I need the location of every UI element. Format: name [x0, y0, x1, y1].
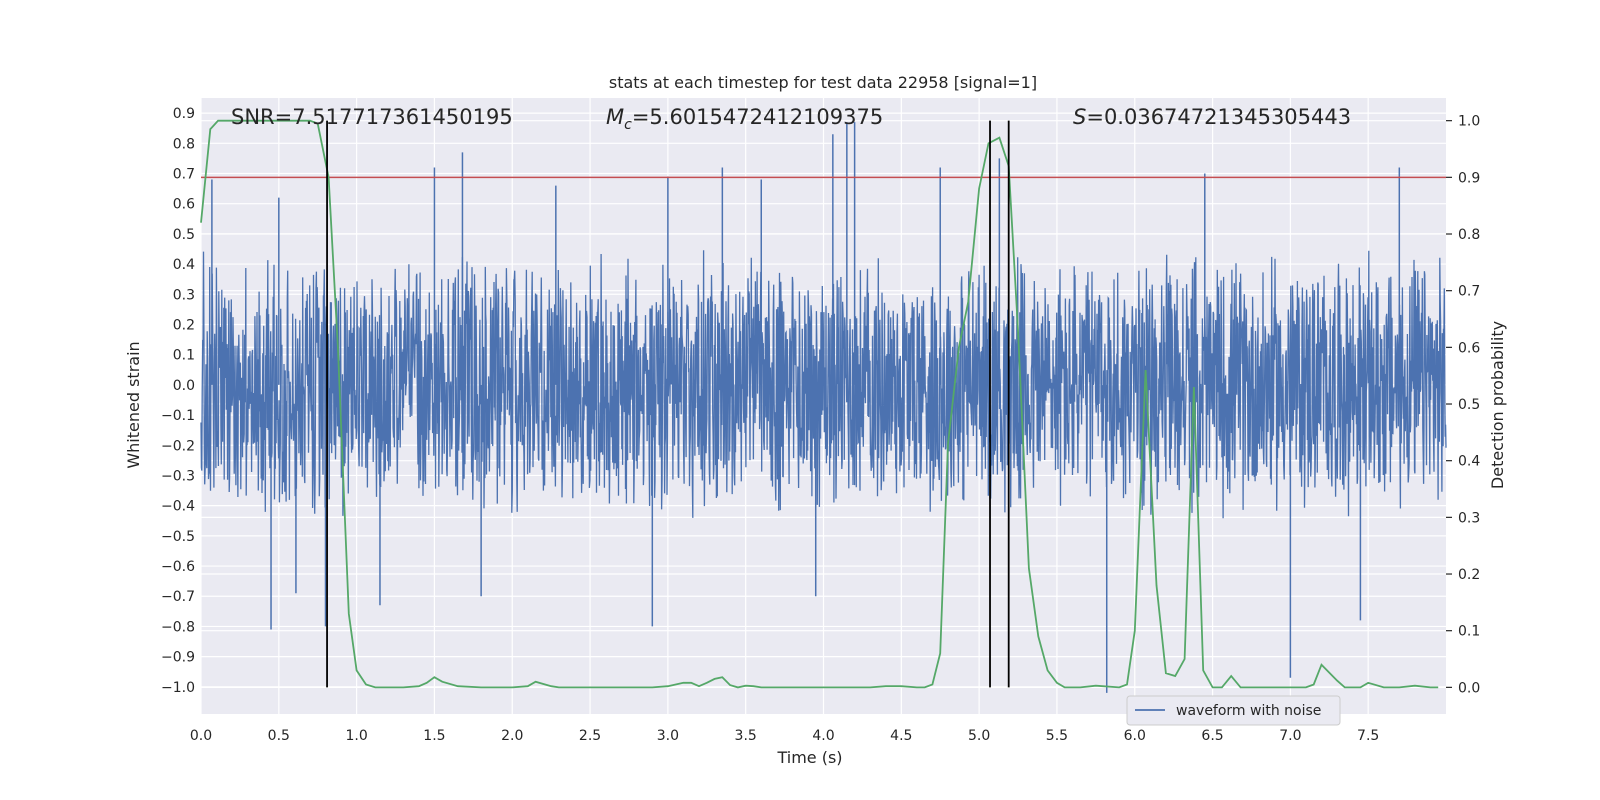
y-axis-label: Whitened strain: [124, 341, 143, 468]
y-tick-label: 0.3: [173, 287, 195, 303]
y2-tick-label: 0.9: [1458, 170, 1480, 186]
y-tick-label: −1.0: [161, 680, 195, 696]
x-tick-label: 2.0: [501, 728, 523, 744]
x-axis-label: Time (s): [776, 748, 842, 767]
y2-tick-label: 0.2: [1458, 567, 1480, 583]
x-tick-labels: 0.0 0.5 1.0 1.5 2.0 2.5 3.0 3.5 4.0 4.5 5.0 5.5 6.0 6…: [190, 728, 1379, 744]
y-tick-label: −0.6: [161, 559, 195, 575]
event-markers: [326, 120, 1010, 688]
y2-tick-labels: 1.0 0.9 0.8 0.7 0.6 0.5 0.4 0.3 0.2 0.1 0.0: [1446, 114, 1480, 696]
x-tick-label: 2.5: [579, 728, 601, 744]
legend-label: waveform with noise: [1176, 703, 1321, 719]
x-tick-label: 4.0: [812, 728, 834, 744]
x-tick-label: 0.5: [268, 728, 290, 744]
y-tick-label: 0.5: [173, 227, 195, 243]
snr-annotation: SNR=7.517717361450195: [231, 105, 513, 129]
y2-tick-label: 0.7: [1458, 284, 1480, 300]
x-tick-label: 1.5: [423, 728, 445, 744]
x-tick-label: 1.0: [345, 728, 367, 744]
x-tick-label: 0.0: [190, 728, 212, 744]
y2-tick-label: 0.3: [1458, 510, 1480, 526]
y2-tick-label: 0.1: [1458, 624, 1480, 640]
x-tick-label: 7.0: [1279, 728, 1301, 744]
chart-title: stats at each timestep for test data 229…: [609, 73, 1037, 92]
y2-tick-label: 0.0: [1458, 680, 1480, 696]
waveform-series: [200, 122, 1447, 693]
y-tick-label: −0.5: [161, 529, 195, 545]
probability-line: [200, 119, 1439, 689]
y-tick-label: 0.1: [173, 348, 195, 364]
y-tick-label: 0.8: [173, 136, 195, 152]
probability-series: [200, 119, 1439, 689]
y-tick-label: −0.7: [161, 589, 195, 605]
y-tick-label: 0.2: [173, 317, 195, 333]
y2-tick-label: 0.4: [1458, 454, 1480, 470]
y-tick-label: 0.7: [173, 166, 195, 182]
legend: waveform with noise: [1126, 695, 1341, 726]
legend-box: [1126, 695, 1341, 726]
x-tick-label: 3.0: [657, 728, 679, 744]
y-tick-label: 0.6: [173, 197, 195, 213]
waveform-line: [200, 250, 1447, 519]
y-tick-label: −0.8: [161, 619, 195, 635]
y-tick-label: −0.3: [161, 468, 195, 484]
x-tick-label: 7.5: [1357, 728, 1379, 744]
x-tick-label: 5.0: [968, 728, 990, 744]
y-tick-labels: 0.9 0.8 0.7 0.6 0.5 0.4 0.3 0.2 0.1 0.0 −0.1 −0.2 −0…: [161, 106, 195, 696]
x-tick-label: 6.0: [1124, 728, 1146, 744]
y-tick-label: −0.4: [161, 499, 195, 515]
y-tick-label: −0.9: [161, 650, 195, 666]
y-tick-label: 0.0: [173, 378, 195, 394]
x-tick-label: 3.5: [735, 728, 757, 744]
spin-annotation: S=0.03674721345305443: [1073, 105, 1351, 129]
y-tick-label: −0.2: [161, 438, 195, 454]
y-tick-label: −0.1: [161, 408, 195, 424]
x-tick-label: 6.5: [1201, 728, 1223, 744]
y2-tick-label: 0.8: [1458, 227, 1480, 243]
y-tick-label: 0.9: [173, 106, 195, 122]
x-tick-label: 4.5: [890, 728, 912, 744]
y2-tick-label: 0.5: [1458, 397, 1480, 413]
y2-axis-label: Detection probability: [1488, 321, 1507, 489]
chirp-mass-annotation: Mc=5.6015472412109375: [606, 105, 883, 133]
y2-tick-label: 0.6: [1458, 340, 1480, 356]
y-tick-label: 0.4: [173, 257, 195, 273]
y2-tick-label: 1.0: [1458, 114, 1480, 130]
x-tick-label: 5.5: [1046, 728, 1068, 744]
